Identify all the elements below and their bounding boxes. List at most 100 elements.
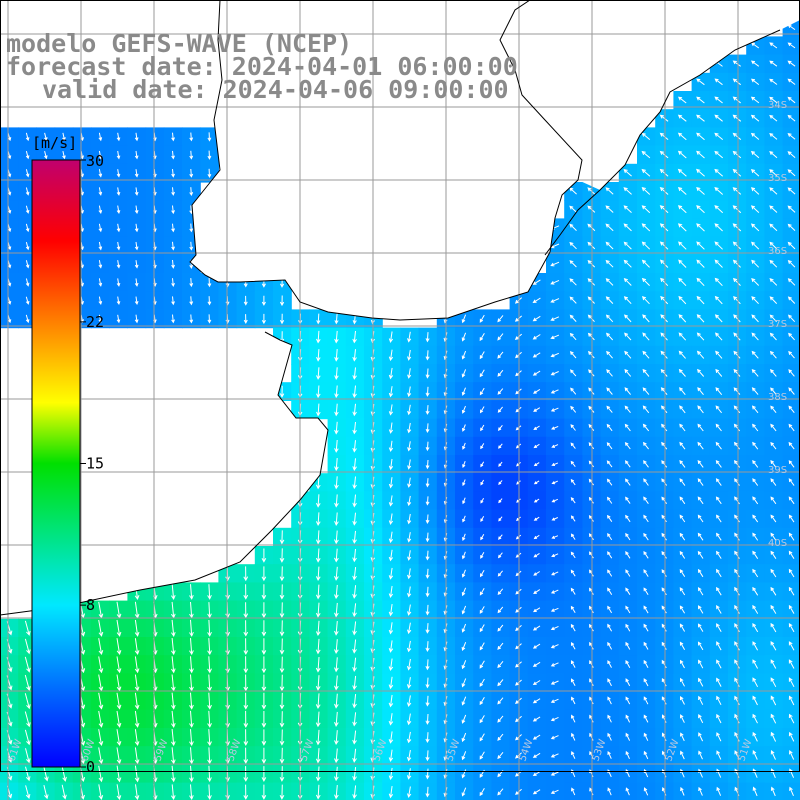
wind-arrow [751, 241, 760, 250]
wind-arrow [732, 187, 742, 195]
wind-arrow [678, 241, 687, 250]
wind-arrow [677, 150, 687, 159]
wind-arrow [406, 658, 412, 671]
wind-arrow [678, 350, 686, 359]
wind-arrow [334, 421, 339, 435]
wind-arrow [352, 585, 357, 599]
wind-arrow [171, 187, 175, 196]
wind-arrow [696, 114, 705, 122]
coastline-north [189, 0, 583, 321]
wind-arrow [43, 766, 49, 782]
wind-arrow [334, 512, 339, 526]
wind-arrow [388, 386, 394, 398]
wind-arrow [98, 638, 104, 656]
wind-arrow [116, 187, 121, 196]
wind-arrow [697, 441, 704, 450]
wind-arrow [605, 241, 614, 250]
wind-arrow [425, 496, 430, 506]
wind-arrow [461, 751, 467, 761]
colorbar-tick-label: 0 [86, 758, 95, 776]
wind-arrow [407, 459, 412, 470]
wind-arrow [661, 532, 667, 541]
wind-arrow [677, 205, 687, 214]
wind-arrow [315, 620, 321, 637]
wind-arrow [643, 678, 649, 687]
wind-arrow [189, 601, 194, 619]
wind-arrow [207, 692, 212, 710]
wind-arrow [551, 498, 559, 503]
wind-arrow [716, 713, 722, 724]
wind-arrow [406, 640, 412, 653]
wind-arrow [696, 332, 705, 341]
wind-arrow [334, 693, 339, 709]
wind-arrow [678, 368, 686, 377]
wind-arrow [533, 480, 540, 485]
wind-arrow [607, 750, 612, 759]
wind-arrow [407, 477, 412, 488]
wind-arrow [479, 624, 485, 633]
wind-arrow [134, 710, 140, 728]
wind-arrow [352, 712, 357, 727]
wind-arrow [787, 114, 796, 122]
wind-arrow [533, 589, 541, 594]
wind-arrow [734, 659, 740, 669]
wind-arrow [661, 659, 667, 669]
wind-arrow [606, 423, 613, 432]
wind-arrow [605, 205, 614, 213]
wind-arrow [571, 678, 576, 687]
wind-arrow [25, 314, 30, 324]
wind-arrow [279, 584, 285, 600]
wind-arrow [461, 696, 467, 706]
wind-arrow [261, 620, 267, 637]
wind-arrow [189, 278, 194, 288]
wind-arrow [479, 588, 485, 596]
wind-arrow [605, 223, 614, 232]
wind-arrow [279, 602, 285, 619]
wind-arrow [751, 296, 759, 305]
wind-arrow [625, 623, 631, 632]
wind-arrow [769, 96, 778, 104]
wind-arrow [733, 441, 740, 450]
wind-arrow [696, 295, 705, 305]
wind-arrow [425, 659, 430, 671]
wind-arrow [479, 351, 485, 360]
wind-arrow [407, 495, 412, 507]
wind-arrow [98, 223, 103, 233]
wind-arrow [189, 168, 194, 178]
wind-arrow [462, 461, 466, 468]
wind-arrow [334, 494, 339, 508]
wind-arrow [769, 350, 777, 359]
wind-arrow [388, 786, 394, 799]
wind-arrow [388, 567, 394, 580]
wind-arrow [189, 187, 194, 197]
wind-arrow [352, 639, 357, 654]
wind-arrow [134, 278, 139, 287]
wind-arrow [425, 586, 430, 598]
wind-arrow [714, 168, 724, 177]
wind-arrow [550, 662, 559, 667]
wind-arrow [461, 660, 467, 670]
wind-arrow [116, 278, 121, 287]
wind-arrow [643, 641, 649, 650]
wind-arrow [388, 549, 394, 562]
wind-arrow [677, 114, 687, 122]
wind-arrow [243, 295, 248, 306]
wind-arrow [696, 277, 705, 287]
wind-arrow [770, 405, 777, 414]
wind-arrow [316, 313, 321, 325]
wind-arrow [425, 695, 430, 707]
wind-arrow [261, 602, 267, 619]
wind-arrow [607, 678, 612, 687]
wind-arrow [570, 442, 576, 449]
colorbar-gradient [31, 159, 81, 768]
wind-arrow [643, 478, 649, 486]
wind-arrow [643, 787, 649, 796]
wind-arrow [625, 587, 631, 595]
wind-arrow [715, 368, 723, 377]
wind-arrow [642, 441, 649, 450]
wind-arrow [752, 713, 758, 724]
wind-arrow [643, 714, 649, 723]
wind-arrow [677, 96, 687, 104]
wind-arrow [716, 786, 722, 796]
wind-arrow [207, 729, 212, 747]
